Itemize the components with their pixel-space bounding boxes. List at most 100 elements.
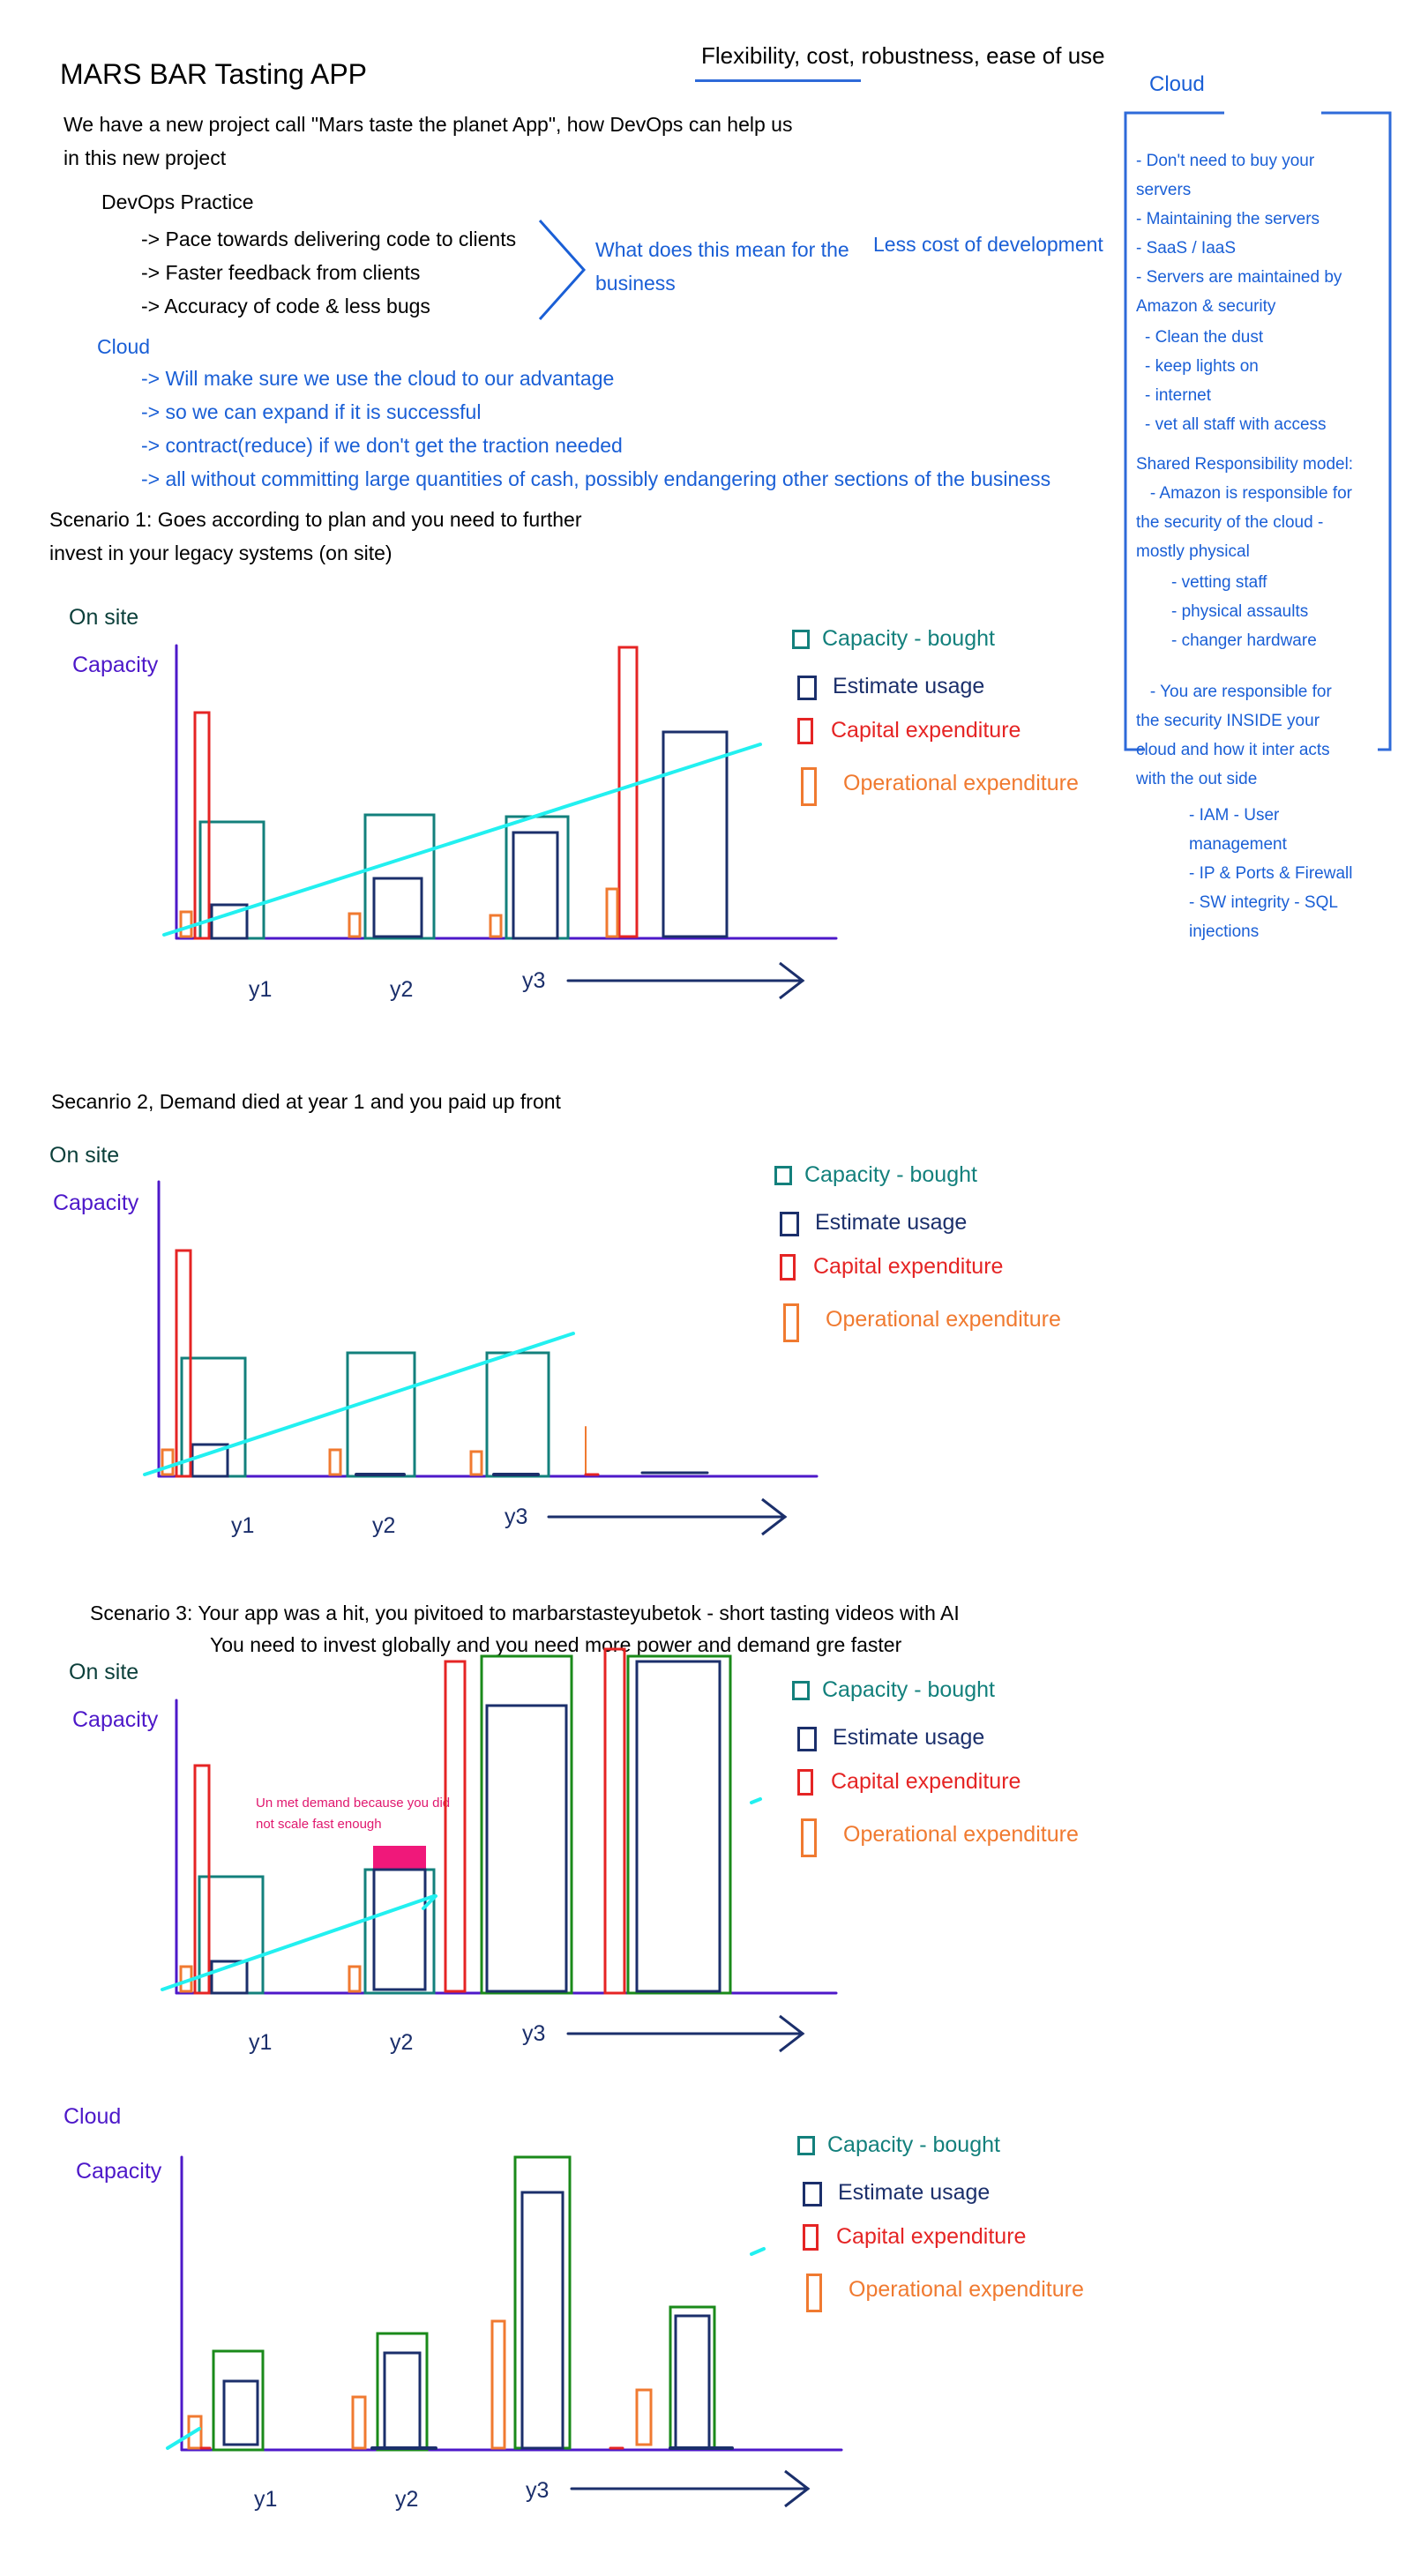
business-question-line-1: What does this mean for the bbox=[595, 238, 849, 261]
capex-bar bbox=[193, 711, 211, 940]
sidebar-line: - vet all staff with access bbox=[1145, 415, 1327, 434]
sidebar-heading: Cloud bbox=[1149, 72, 1205, 96]
legend-swatch-estimate-usage bbox=[803, 2182, 822, 2206]
demand-trend-line bbox=[143, 1332, 575, 1476]
legend-label-estimate-usage: Estimate usage bbox=[833, 674, 985, 698]
capex-bar bbox=[175, 1249, 192, 1478]
demand-trend-line bbox=[422, 1894, 437, 1910]
sidebar-line: with the out side bbox=[1136, 770, 1258, 788]
scenario-1-title: Scenario 1: Goes according to plan and y… bbox=[49, 508, 582, 531]
unmet-demand-annotation: not scale fast enough bbox=[256, 1817, 382, 1832]
sidebar-line: cloud and how it inter acts bbox=[1136, 741, 1330, 759]
legend-label-capacity-bought: Capacity - bought bbox=[804, 1162, 977, 1187]
opex-bar bbox=[635, 2388, 653, 2446]
capacity-bought-bar bbox=[346, 1351, 416, 1478]
capex-bar bbox=[444, 1660, 467, 1993]
legend-label-capital-expenditure: Capital expenditure bbox=[831, 1769, 1021, 1794]
estimate-usage-bar bbox=[485, 1704, 568, 1993]
estimate-usage-bar bbox=[635, 1660, 721, 1993]
legend-label-capacity-bought: Capacity - bought bbox=[822, 626, 995, 651]
demand-trend-line bbox=[161, 1894, 436, 1991]
scenario-2-axis-label: Capacity bbox=[53, 1191, 139, 1215]
capacity-bought-bar bbox=[626, 1654, 732, 1995]
legend-swatch-operational-expenditure bbox=[806, 2274, 822, 2312]
scenario-3-location: On site bbox=[69, 1660, 139, 1684]
sidebar-line: mostly physical bbox=[1136, 542, 1250, 561]
opex-bar bbox=[348, 912, 362, 938]
opex-bar bbox=[348, 1965, 362, 1993]
demand-trend-line bbox=[162, 743, 762, 937]
sidebar-frame bbox=[1124, 111, 1392, 751]
criteria-underline bbox=[695, 79, 861, 82]
legend-swatch-capacity-bought bbox=[792, 1681, 810, 1700]
sidebar-line: - IAM - User bbox=[1189, 806, 1280, 825]
estimate-usage-bar bbox=[662, 730, 729, 938]
capacity-bought-bar bbox=[485, 1351, 550, 1478]
estimate-usage-bar bbox=[383, 2351, 422, 2450]
sidebar-line: Shared Responsibility model: bbox=[1136, 455, 1354, 474]
scenario-3-axis-label: Capacity bbox=[72, 1707, 159, 1732]
sidebar-line: - changer hardware bbox=[1171, 631, 1317, 650]
brace-arrow bbox=[538, 220, 587, 320]
legend-label-estimate-usage: Estimate usage bbox=[815, 1210, 968, 1235]
estimate-usage-bar bbox=[222, 2379, 259, 2446]
year-tick-label: y3 bbox=[522, 968, 546, 993]
page-title: MARS BAR Tasting APP bbox=[60, 58, 367, 90]
sidebar-line: - Amazon is responsible for bbox=[1136, 484, 1352, 503]
capacity-bought-bar bbox=[480, 1654, 573, 1995]
sidebar-line: injections bbox=[1189, 922, 1260, 941]
intro-line-2: in this new project bbox=[64, 146, 227, 169]
cloud-heading: Cloud bbox=[97, 335, 151, 358]
estimate-usage-bar bbox=[512, 831, 559, 940]
unmet-demand-bar bbox=[373, 1846, 426, 1870]
legend-label-estimate-usage: Estimate usage bbox=[838, 2180, 991, 2205]
year-tick-label: y2 bbox=[372, 1513, 396, 1538]
scenario-2-title: Secanrio 2, Demand died at year 1 and yo… bbox=[51, 1090, 561, 1113]
opex-bar bbox=[328, 1448, 342, 1476]
estimate-usage-bar bbox=[372, 1868, 427, 1991]
sidebar-line: - You are responsible for bbox=[1136, 683, 1332, 701]
s1-arrow-head bbox=[779, 961, 805, 1000]
legend-label-capacity-bought: Capacity - bought bbox=[822, 1677, 995, 1702]
devops-heading: DevOps Practice bbox=[101, 190, 254, 213]
business-answer: Less cost of development bbox=[873, 233, 1103, 256]
scenario-4-axis-label: Capacity bbox=[76, 2159, 162, 2184]
legend-swatch-estimate-usage bbox=[797, 1727, 817, 1751]
year-tick-label: y1 bbox=[231, 1513, 255, 1538]
estimate-usage-bar bbox=[520, 2191, 564, 2450]
estimate-usage-bar bbox=[372, 877, 423, 938]
cloud-point: -> all without committing large quantiti… bbox=[141, 467, 1051, 490]
sidebar-line: - SW integrity - SQL bbox=[1189, 893, 1338, 912]
legend-swatch-capacity-bought bbox=[792, 630, 810, 649]
capex-bar bbox=[603, 1647, 626, 1995]
sidebar-line: - Clean the dust bbox=[1145, 328, 1264, 347]
legend-label-operational-expenditure: Operational expenditure bbox=[826, 1307, 1061, 1332]
sidebar-line: - Maintaining the servers bbox=[1136, 210, 1320, 228]
criteria-heading: Flexibility, cost, robustness, ease of u… bbox=[701, 42, 1105, 69]
opex-bar bbox=[490, 2319, 506, 2450]
sidebar-line: - IP & Ports & Firewall bbox=[1189, 864, 1353, 883]
sidebar-line: - physical assaults bbox=[1171, 602, 1309, 621]
legend-label-operational-expenditure: Operational expenditure bbox=[849, 2277, 1084, 2302]
legend-swatch-capital-expenditure bbox=[780, 1254, 796, 1281]
business-question-line-2: business bbox=[595, 272, 676, 295]
legend-swatch-capital-expenditure bbox=[797, 1769, 813, 1796]
year-tick-label: y3 bbox=[522, 2021, 546, 2046]
scenario-2-location: On site bbox=[49, 1143, 120, 1168]
sidebar-line: - SaaS / IaaS bbox=[1136, 239, 1237, 258]
legend-label-estimate-usage: Estimate usage bbox=[833, 1725, 985, 1750]
legend-label-operational-expenditure: Operational expenditure bbox=[843, 1822, 1079, 1847]
legend-swatch-operational-expenditure bbox=[801, 1818, 817, 1857]
s4-arrow-head bbox=[784, 2469, 811, 2508]
intro-line-1: We have a new project call "Mars taste t… bbox=[64, 113, 793, 136]
capacity-bought-bar bbox=[212, 2349, 265, 2452]
legend-label-capital-expenditure: Capital expenditure bbox=[831, 718, 1021, 743]
year-tick-label: y2 bbox=[390, 2030, 414, 2055]
devops-item: -> Faster feedback from clients bbox=[141, 261, 421, 284]
year-tick-label: y1 bbox=[254, 2487, 278, 2512]
legend-label-capital-expenditure: Capital expenditure bbox=[813, 1254, 1004, 1279]
legend-swatch-operational-expenditure bbox=[783, 1303, 799, 1342]
estimate-usage-bar bbox=[210, 903, 249, 940]
legend-swatch-estimate-usage bbox=[780, 1212, 799, 1236]
